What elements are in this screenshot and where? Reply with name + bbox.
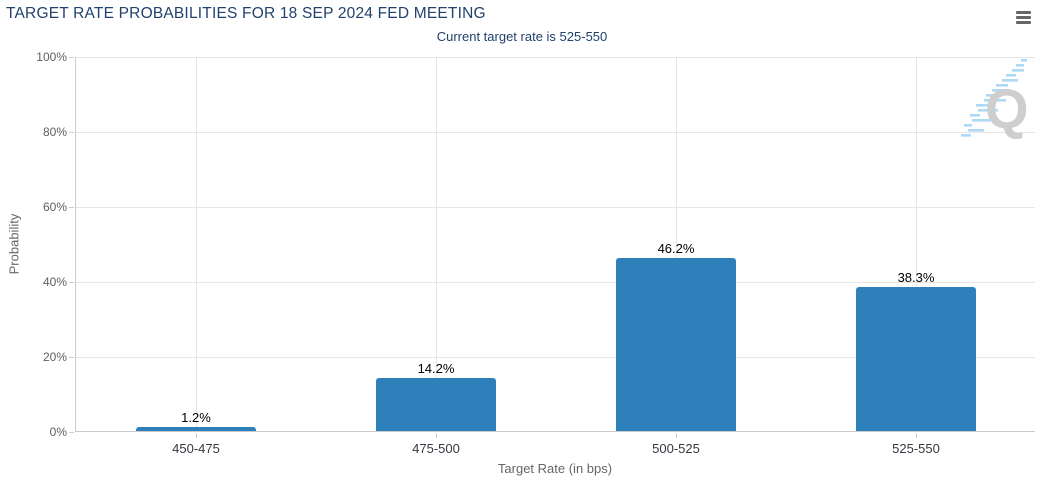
y-axis-tick xyxy=(69,282,74,283)
plot-area: Q 0% 20% 40% 60% 80% 100% 1.2% 450-475 14.2% 475-… xyxy=(36,50,1035,456)
x-axis-tick xyxy=(195,433,197,438)
y-tick-label: 40% xyxy=(42,275,67,289)
watermark-letter: Q xyxy=(985,77,1029,140)
probability-bar[interactable] xyxy=(856,287,976,431)
probability-bar[interactable] xyxy=(376,377,496,431)
probability-bar[interactable] xyxy=(616,257,736,431)
bar-value-label: 38.3% xyxy=(897,270,935,286)
bar-value-label: 14.2% xyxy=(417,360,455,376)
gridline-vertical xyxy=(435,57,437,431)
y-axis-title: Probability xyxy=(6,213,22,275)
x-tick-label: 475-500 xyxy=(412,441,460,456)
x-axis-tick xyxy=(675,433,677,438)
x-tick-label: 525-550 xyxy=(892,441,940,456)
chart-subtitle: Current target rate is 525-550 xyxy=(436,29,608,44)
gridline-horizontal xyxy=(76,56,1035,58)
x-axis-tick xyxy=(915,433,917,438)
hamburger-icon xyxy=(1016,20,1031,24)
chart-title: TARGET RATE PROBABILITIES FOR 18 SEP 202… xyxy=(6,5,486,22)
y-tick-label: 20% xyxy=(42,350,67,364)
bar-value-label: 1.2% xyxy=(181,409,211,425)
y-tick-label: 100% xyxy=(36,50,67,64)
gridline-horizontal xyxy=(76,131,1035,133)
hamburger-icon xyxy=(1016,15,1031,19)
x-axis-title: Target Rate (in bps) xyxy=(497,461,613,476)
probability-bar[interactable] xyxy=(136,426,256,431)
gridline-horizontal xyxy=(76,206,1035,208)
gridline-vertical xyxy=(915,57,917,431)
gridline-vertical xyxy=(675,57,677,431)
gridline-horizontal xyxy=(76,356,1035,358)
gridline-horizontal xyxy=(76,281,1035,283)
y-axis-tick xyxy=(69,207,74,208)
y-axis-tick xyxy=(69,57,74,58)
bar-value-label: 46.2% xyxy=(657,240,695,256)
x-axis-tick xyxy=(435,433,437,438)
x-tick-label: 500-525 xyxy=(652,441,700,456)
x-tick-label: 450-475 xyxy=(172,441,220,456)
y-axis-tick xyxy=(69,357,74,358)
y-tick-label: 80% xyxy=(42,125,67,139)
gridline-vertical xyxy=(195,57,197,431)
y-tick-label: 0% xyxy=(49,425,67,439)
context-menu-button[interactable] xyxy=(1013,7,1035,27)
y-axis-tick xyxy=(69,132,74,133)
y-tick-label: 60% xyxy=(42,200,67,214)
quandl-watermark-icon: Q xyxy=(961,59,1029,140)
y-axis-tick xyxy=(69,432,74,433)
hamburger-icon xyxy=(1016,10,1031,14)
